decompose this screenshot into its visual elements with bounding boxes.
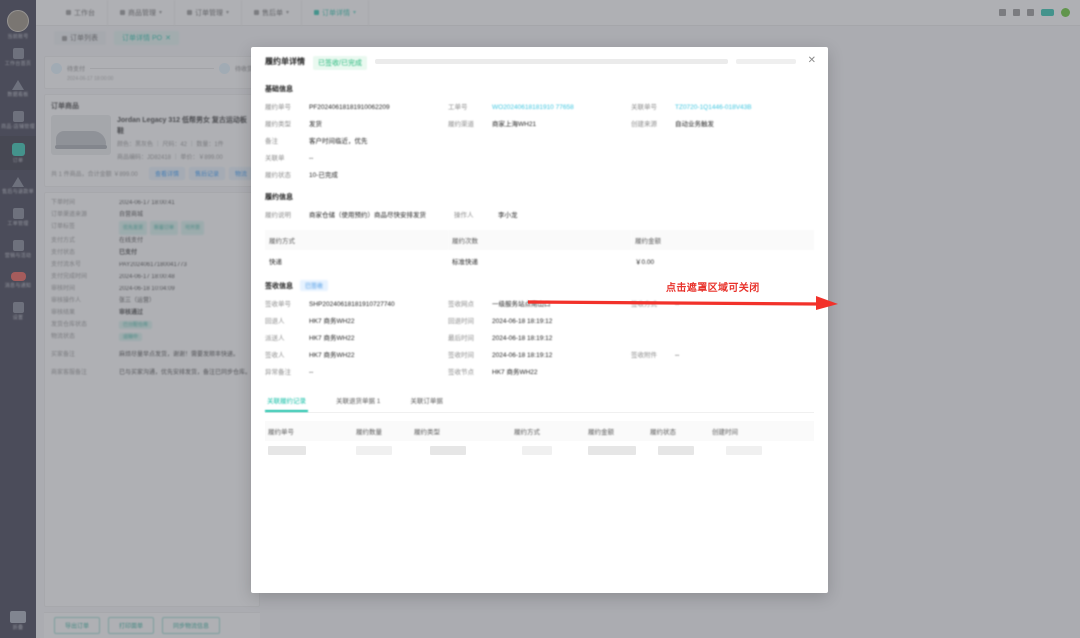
- fulfillment-detail-modal: 履约单详情 已签收/已完成 ✕ 基础信息 履约单号 PF2024061818191…: [251, 47, 828, 593]
- tab-related-fulfillment[interactable]: 关联履约记录: [265, 391, 308, 412]
- modal-title: 履约单详情: [265, 57, 305, 66]
- field-row: 履约类型 发货: [265, 121, 322, 128]
- column-header: 履约方式: [514, 429, 540, 436]
- basic-info-grid: 履约单号 PF20240618181910062209 工单号 WO20240618…: [265, 99, 814, 184]
- column-header: 履约金额: [631, 230, 814, 250]
- table-row: 快递 标准快递 ￥0.00: [265, 250, 814, 272]
- section-title-basic: 基础信息: [265, 84, 814, 94]
- column-header: 履约数量: [356, 429, 382, 436]
- field-row: 最后时间 2024-06-18 18:19:12: [448, 335, 553, 342]
- field-row: 签收节点 HK7 商务WH22: [448, 369, 538, 376]
- field-row: 关联单 --: [265, 155, 314, 162]
- table-cell: 快递: [269, 259, 282, 266]
- section-label: 履约信息: [265, 194, 293, 201]
- field-row: 履约渠道 商家上海WH21: [448, 121, 537, 128]
- column-header: 履约状态: [650, 429, 676, 436]
- field-row: 签收网点 一级服务站点南山口: [448, 301, 551, 308]
- field-row: 备注 客户时间临近，优先: [265, 138, 368, 145]
- field-row: 签收时间 2024-06-18 18:19:12: [448, 352, 553, 359]
- modal-tabs: 关联履约记录 关联退货单据 1 关联订单据: [265, 391, 814, 413]
- field-row: 关联单号 TZ0720-1Q1446-018V43B: [631, 99, 814, 116]
- fulfillment-mini-table: 履约方式 履约次数 履约金额 快递 标准快递 ￥0.00: [265, 230, 814, 272]
- field-row: 异常备注 --: [265, 369, 314, 376]
- delivery-summary-row: 履约说明 商家仓储（使用预约）商品尽快安排发货 操作人 李小龙: [265, 212, 518, 219]
- related-fulfillment-table: 履约单号 履约数量 履约类型 履约方式 履约金额 履约状态 创建时间: [265, 421, 814, 460]
- close-icon[interactable]: ✕: [807, 55, 816, 66]
- field-row: 签收附件 --: [631, 352, 680, 359]
- table-cell: ￥0.00: [635, 259, 655, 266]
- receipt-info-grid: 签收单号 SHP20240618181910727740 签收网点 一级服务站点南山…: [265, 296, 814, 381]
- section-title-delivery: 履约信息: [265, 192, 814, 202]
- header-placeholder-bar-short: [735, 59, 796, 64]
- column-header: 履约金额: [588, 429, 614, 436]
- field-row: 履约单号 PF20240618181910062209: [265, 104, 390, 111]
- table-cell: 标准快递: [452, 259, 478, 266]
- column-header: 履约次数: [448, 230, 631, 250]
- annotation-label: 点击遮罩区域可关闭: [666, 279, 760, 294]
- column-header: 履约方式: [265, 230, 448, 250]
- work-order-link[interactable]: WO20240618181910 77658: [492, 104, 574, 111]
- field-row: 回退人 HK7 商务WH22: [265, 318, 355, 325]
- field-row: 履约状态 10-已完成: [265, 172, 338, 179]
- table-cell: [658, 446, 694, 455]
- field-row: 签收单号 SHP20240618181910727740: [265, 301, 395, 308]
- field-row: 创建来源 自动业务触发: [631, 121, 714, 128]
- section-label: 基础信息: [265, 86, 293, 93]
- table-cell: [726, 446, 762, 455]
- section-label: 签收信息: [265, 282, 293, 290]
- field-row: 派送人 HK7 商务WH22: [265, 335, 355, 342]
- table-row: [265, 441, 814, 460]
- modal-body: 基础信息 履约单号 PF20240618181910062209 工单号 WO202…: [251, 76, 828, 593]
- related-order-link[interactable]: TZ0720-1Q1446-018V43B: [675, 104, 752, 111]
- tab-related-orders[interactable]: 关联订单据: [410, 398, 443, 405]
- table-cell: [588, 446, 636, 455]
- field-row: 回退时间 2024-06-18 18:19:12: [448, 318, 553, 325]
- field-row: 工单号 WO20240618181910 77658: [448, 99, 631, 116]
- column-header: 履约类型: [414, 429, 440, 436]
- annotation-arrow-icon: [528, 296, 838, 310]
- status-badge: 已签收/已完成: [313, 56, 367, 70]
- field-row: 签收人 HK7 商务WH22: [265, 352, 355, 359]
- tab-related-returns[interactable]: 关联退货单据 1: [336, 398, 381, 405]
- column-header: 履约单号: [268, 429, 294, 436]
- table-cell: [268, 446, 306, 455]
- annotation-text: 点击遮罩区域可关闭: [666, 283, 760, 294]
- table-header-row: 履约单号 履约数量 履约类型 履约方式 履约金额 履约状态 创建时间: [265, 421, 814, 441]
- modal-header: 履约单详情 已签收/已完成 ✕: [251, 47, 828, 76]
- section-title-receipt: 签收信息 已签收: [265, 280, 814, 291]
- status-badge: 已签收: [300, 280, 329, 291]
- table-cell: [356, 446, 392, 455]
- table-cell: [522, 446, 552, 455]
- table-header-row: 履约方式 履约次数 履约金额: [265, 230, 814, 250]
- column-header: 创建时间: [712, 429, 738, 436]
- header-placeholder-bar: [374, 59, 728, 64]
- table-cell: [430, 446, 466, 455]
